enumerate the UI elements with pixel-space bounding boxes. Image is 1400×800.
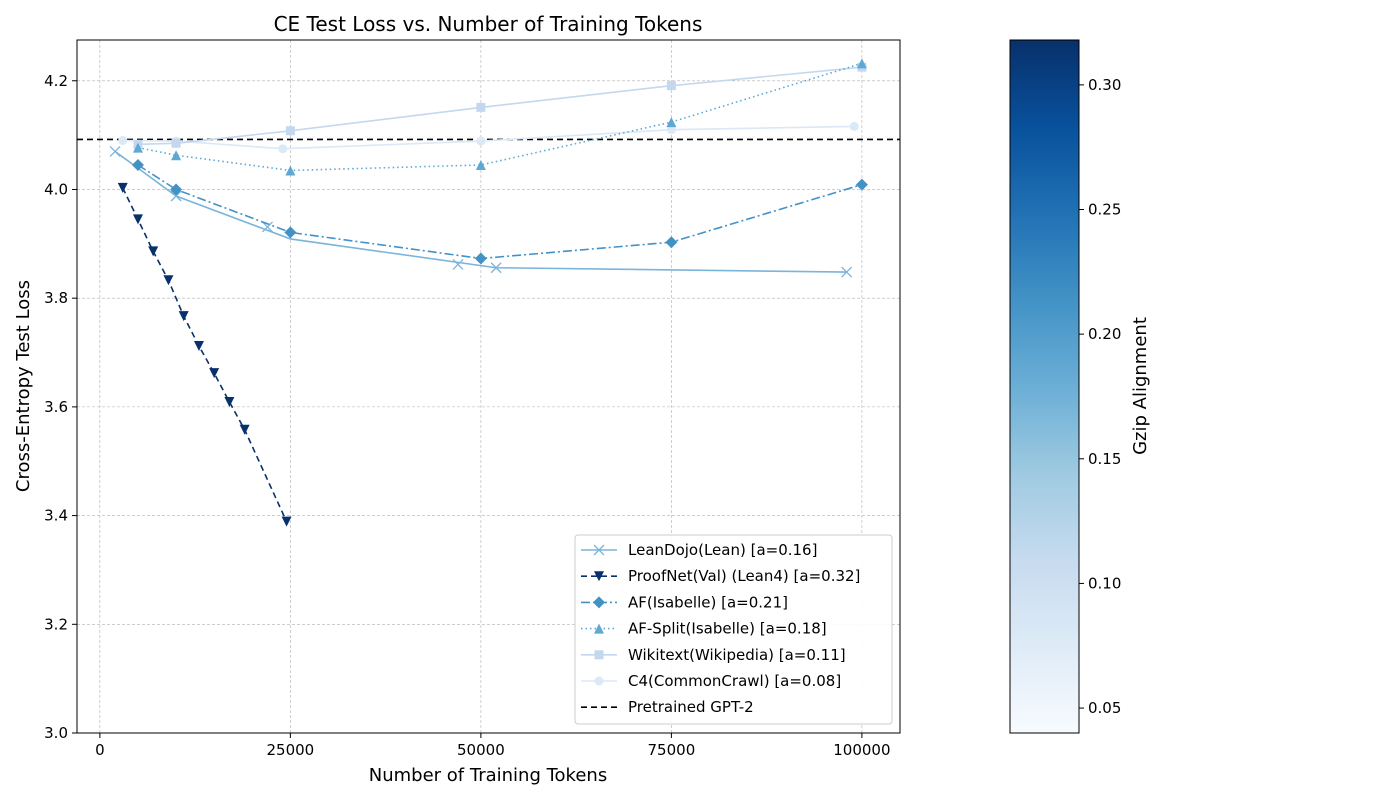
colorbar-tick-label: 0.20	[1088, 325, 1121, 343]
y-tick-label: 3.8	[44, 289, 68, 307]
plot-frame	[76, 39, 901, 734]
series-line	[137, 62, 863, 172]
colorbar-tick-label: 0.15	[1088, 450, 1121, 468]
data-point	[476, 102, 486, 112]
data-point	[118, 136, 128, 146]
legend-entry-label: ProofNet(Val) (Lean4) [a=0.32]	[628, 567, 860, 585]
data-point	[132, 214, 143, 225]
series-layer	[109, 58, 868, 527]
x-tick-label: 50000	[457, 741, 505, 759]
data-point	[239, 424, 250, 435]
series-0	[109, 145, 853, 278]
series-3	[132, 58, 867, 176]
series-line	[114, 150, 847, 273]
data-point	[855, 178, 868, 191]
data-point	[452, 259, 464, 270]
data-point	[148, 246, 159, 257]
y-axis: 3.0 3.2 3.4 3.6 3.8 4.0 4.2	[44, 72, 77, 742]
legend-entry-label: AF(Isabelle) [a=0.21]	[628, 593, 788, 611]
legend-marker	[593, 596, 605, 609]
data-point	[163, 275, 174, 286]
x-axis: 0 25000 50000 75000 100000	[95, 733, 891, 759]
data-point	[131, 159, 144, 172]
legend-entry-label: AF-Split(Isabelle) [a=0.18]	[628, 620, 827, 638]
data-point	[171, 138, 181, 148]
data-point	[474, 252, 487, 265]
data-point	[666, 117, 677, 128]
legend-marker	[594, 650, 604, 660]
colorbar-gradient	[1009, 39, 1080, 734]
data-point	[262, 221, 273, 233]
data-point	[171, 150, 182, 161]
data-point	[284, 226, 297, 239]
x-tick-label: 75000	[648, 741, 696, 759]
series-line	[122, 187, 288, 522]
series-line	[137, 164, 863, 260]
y-tick-label: 3.4	[44, 507, 68, 525]
data-point	[117, 182, 128, 193]
data-point	[109, 145, 121, 157]
legend-marker	[594, 676, 604, 686]
legend-entry-label: Pretrained GPT-2	[628, 698, 754, 716]
data-point	[475, 160, 486, 171]
data-point	[170, 190, 182, 202]
data-point	[170, 183, 183, 196]
data-point	[281, 516, 292, 527]
y-tick-label: 4.0	[44, 180, 68, 198]
legend-entry-label: Wikitext(Wikipedia) [a=0.11]	[628, 646, 846, 664]
legend-entry-label: LeanDojo(Lean) [a=0.16]	[628, 541, 817, 559]
colorbar-tick-label: 0.10	[1088, 574, 1121, 592]
data-point	[476, 136, 486, 146]
data-point	[666, 125, 676, 135]
data-point	[285, 165, 296, 176]
y-tick-label: 4.2	[44, 72, 68, 90]
series-line	[137, 66, 862, 146]
colorbar-tick-label: 0.05	[1088, 699, 1121, 717]
legend-marker	[594, 571, 604, 582]
legend-box	[574, 534, 893, 725]
colorbar-label: Gzip Alignment	[1130, 317, 1151, 455]
data-point	[665, 236, 678, 249]
legend: LeanDojo(Lean) [a=0.16] ProofNet(Val) (Le…	[574, 534, 893, 725]
colorbar-tick-label: 0.25	[1088, 201, 1121, 219]
data-point	[285, 126, 295, 136]
colorbar-ticks: 0.05 0.10 0.15 0.20 0.25 0.30	[1079, 76, 1121, 717]
y-tick-label: 3.0	[44, 724, 68, 742]
data-point	[178, 311, 189, 322]
data-point	[849, 121, 859, 131]
legend-marker	[593, 544, 605, 556]
y-tick-label: 3.2	[44, 615, 68, 633]
chart-title: CE Test Loss vs. Number of Training Toke…	[274, 12, 703, 36]
data-point	[856, 58, 867, 69]
series-1	[117, 182, 292, 527]
legend-entry-label: C4(CommonCrawl) [a=0.08]	[628, 672, 841, 690]
series-line	[122, 125, 855, 150]
data-point	[132, 142, 143, 153]
data-point	[224, 396, 235, 407]
data-point	[841, 266, 853, 278]
data-point	[193, 341, 204, 352]
data-point	[278, 144, 288, 154]
colorbar-tick-label: 0.30	[1088, 76, 1121, 94]
x-tick-label: 0	[95, 741, 105, 759]
x-tick-label: 25000	[267, 741, 315, 759]
data-point	[209, 368, 220, 379]
data-point	[490, 262, 502, 274]
x-axis-label: Number of Training Tokens	[369, 765, 607, 786]
y-axis-label: Cross-Entropy Test Loss	[13, 280, 34, 492]
y-tick-label: 3.6	[44, 398, 68, 416]
legend-marker	[594, 623, 604, 634]
colorbar: 0.05 0.10 0.15 0.20 0.25 0.30 Gzip Alignment	[1009, 39, 1151, 734]
series-2	[131, 159, 868, 265]
x-tick-label: 100000	[833, 741, 890, 759]
data-point	[666, 81, 676, 91]
